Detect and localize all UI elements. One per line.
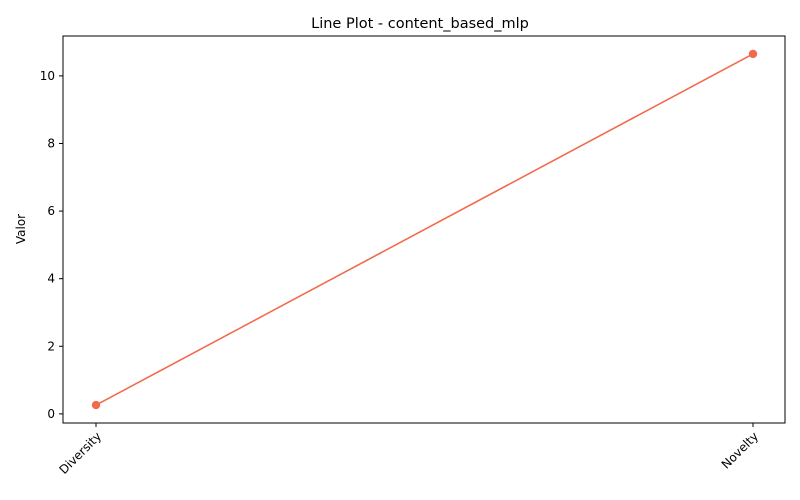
y-axis-label: Valor xyxy=(14,214,28,244)
y-tick-label-3: 6 xyxy=(47,204,55,218)
plot-frame xyxy=(62,35,786,424)
data-point-0-0 xyxy=(91,400,101,410)
y-axis-ticks: 0 2 4 6 8 10 xyxy=(40,69,63,421)
y-tick-label-1: 2 xyxy=(47,339,55,353)
y-tick-label-2: 4 xyxy=(47,272,55,286)
x-tick-label-0: Diversity xyxy=(56,429,104,477)
chart-title: Line Plot - content_based_mlp xyxy=(311,16,529,32)
data-point-0-1 xyxy=(748,49,758,59)
x-axis-ticks: Diversity Novelty xyxy=(56,423,761,477)
y-tick-label-4: 8 xyxy=(47,136,55,150)
series-line-0 xyxy=(95,53,754,406)
series-layer xyxy=(91,49,758,410)
y-tick-label-0: 0 xyxy=(47,407,55,421)
x-tick-label-1: Novelty xyxy=(719,429,761,471)
y-tick-label-5: 10 xyxy=(40,69,55,83)
